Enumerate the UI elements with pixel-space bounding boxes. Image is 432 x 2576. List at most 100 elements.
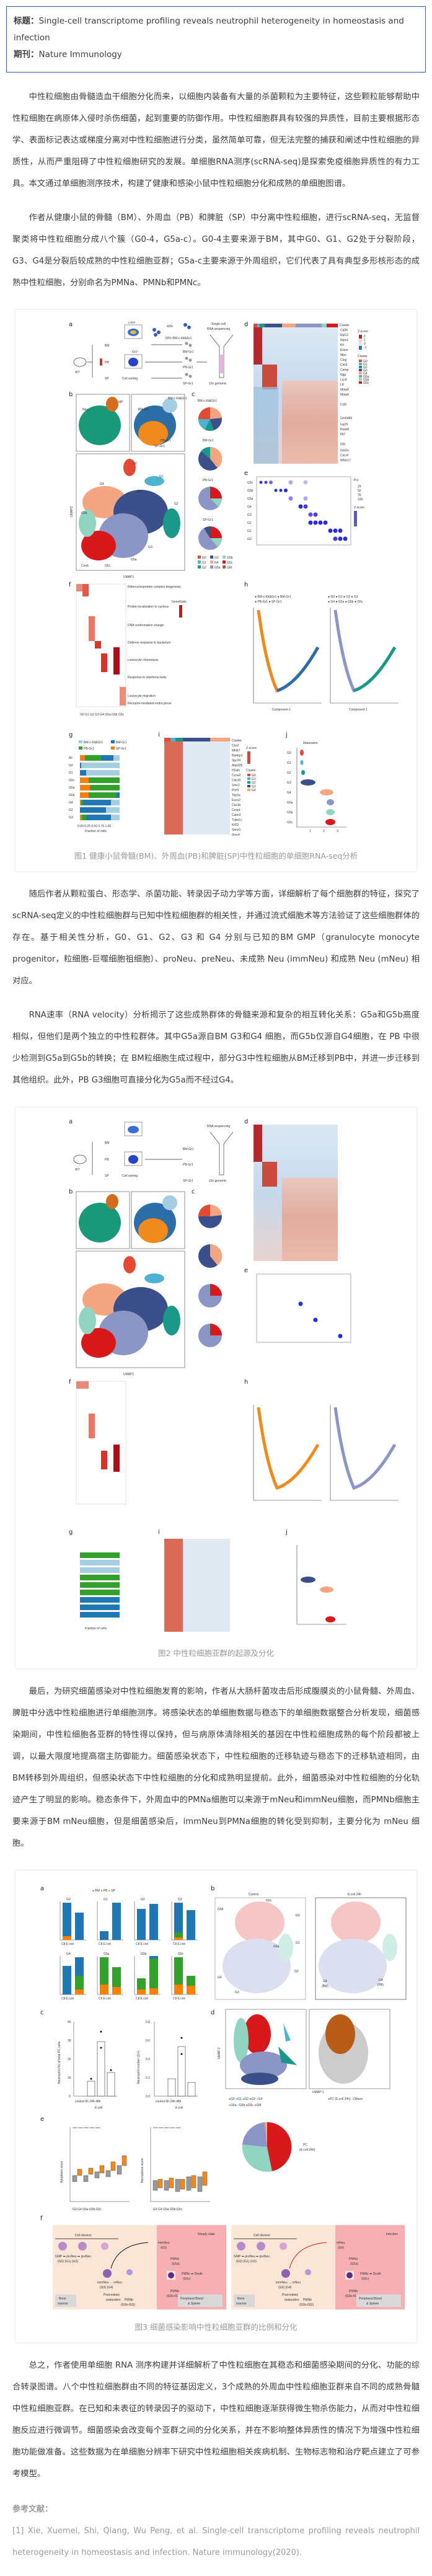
svg-text:G0: G0 (66, 1898, 71, 1901)
panel-a-letter: a (69, 1118, 73, 1125)
svg-text:Contl: Contl (81, 564, 89, 568)
svg-text:PC: PC (303, 2143, 307, 2147)
svg-text:G1: G1 (363, 363, 368, 366)
svg-text:40%: 40% (167, 325, 174, 329)
paragraph-infection: 最后，为研究细菌感染对中性粒细胞发育的影响，作者从大肠杆菌攻击后形成腹膜炎的小鼠… (12, 1687, 420, 1848)
svg-text:Apoptosis score: Apoptosis score (60, 2161, 64, 2183)
svg-text:(G4): (G4) (338, 2246, 344, 2250)
svg-text:MP: MP (118, 401, 123, 404)
svg-text:PB-Gr1: PB-Gr1 (183, 1163, 193, 1167)
svg-text:Neutrophil number (10⁶): Neutrophil number (10⁶) (137, 2050, 141, 2084)
panel-j-violin: Maturation G0 G1 G2 G3 G4 G5a G5b G5c 1 2… (287, 741, 346, 833)
svg-text:& Spleen: & Spleen (188, 2302, 201, 2306)
svg-text:Ltf: Ltf (340, 383, 344, 387)
svg-text:**** **** **** **** ****: **** **** **** **** **** (73, 2127, 100, 2131)
svg-text:G1: G1 (296, 1941, 300, 1945)
svg-text:G0: G0 (133, 462, 137, 466)
svg-text:Top2a: Top2a (232, 794, 240, 797)
panel-f-schematic-infection: Infection Cell division GMP ➡ proNeu ➡ p… (231, 2225, 405, 2309)
svg-text:Rsad2: Rsad2 (340, 428, 350, 432)
svg-text:H2afx: H2afx (232, 769, 240, 772)
svg-text:Kit: Kit (340, 343, 344, 347)
svg-text:UMAP1: UMAP1 (123, 575, 134, 579)
panel-d-heatmap (253, 1125, 338, 1261)
svg-text:Ribonucleoprotein complex biog: Ribonucleoprotein complex biogenesis (128, 585, 181, 589)
svg-text:Single-cell: Single-cell (211, 322, 226, 326)
panel-g-stacked-bars: Fraction of cells (80, 1552, 120, 1631)
svg-text:Ctl E.coli: Ctl E.coli (61, 1942, 74, 1946)
svg-text:SP-Gr1: SP-Gr1 (116, 747, 126, 751)
svg-text:Bone: Bone (59, 2297, 66, 2301)
svg-text:Ctl E.coli: Ctl E.coli (173, 1997, 185, 2001)
panel-e-letter: e (244, 470, 248, 477)
svg-text:G5c: G5c (227, 561, 233, 565)
svg-text:G2: G2 (363, 366, 368, 370)
svg-text:Fraction of cells: Fraction of cells (85, 1627, 107, 1631)
svg-text:Leukocyte migration: Leukocyte migration (128, 694, 156, 698)
svg-text:G4: G4 (379, 1978, 383, 1982)
svg-text:(G3): (G3) (161, 2246, 167, 2250)
panel-f-schematic-steady: Steady state Cell division GMP ➡ proNeu … (53, 2225, 226, 2309)
svg-text:G1: G1 (252, 777, 256, 781)
svg-text:mNeu: mNeu (337, 2241, 345, 2245)
svg-text:PMNb: PMNb (349, 2290, 358, 2293)
svg-text:2: 2 (364, 335, 366, 339)
svg-text:Cxcr4: Cxcr4 (340, 454, 348, 458)
svg-text:maturation: maturation (106, 2298, 121, 2302)
panel-f-letter: f (40, 2215, 43, 2222)
paragraph-intro: 中性粒细胞由骨髓造血干细胞分化而来，以细胞内装备有大量的杀菌颗粒为主要特征，这些… (12, 92, 420, 188)
paragraph-clusters: 作者从健康小鼠的骨髓（BM）、外周血（PB）和脾脏（SP）中分离中性粒细胞，进行… (12, 213, 420, 288)
svg-text:WT: WT (75, 1168, 80, 1172)
svg-text:Cluster: Cluster (358, 355, 368, 358)
svg-text:PMNa: PMNa (349, 2257, 358, 2261)
svg-text:G4: G4 (287, 791, 291, 795)
svg-text:Neutrophil (%) of total PC cel: Neutrophil (%) of total PC cells (58, 2041, 61, 2084)
svg-text:Ctl E.coli: Ctl E.coli (136, 1942, 148, 1946)
svg-text:G2: G2 (69, 808, 73, 812)
svg-text:(BM): (BM) (322, 1985, 328, 1988)
svg-text:G2: G2 (252, 781, 256, 785)
svg-text:Peripheral Blood: Peripheral Blood (359, 2297, 382, 2301)
panel-a-letter: a (69, 321, 73, 328)
panel-b-letter: b (69, 391, 73, 398)
panel-d-letter: d (244, 1118, 248, 1125)
svg-text:G5b: G5b (218, 1908, 224, 1911)
svg-text:Elane: Elane (340, 348, 348, 352)
svg-text:G1: G1 (202, 561, 206, 565)
figure-1-image: a WT BM PB SP c-Kit⁺ Gr1⁺ (30, 319, 402, 728)
figure-2-caption: 图2 中性粒细胞亚群的起源及分化 (158, 1649, 274, 1658)
svg-text:PMNc ➡ Death: PMNc ➡ Death (360, 2272, 381, 2276)
svg-text:100: 100 (358, 498, 363, 502)
journal-value: Nature Immunology (38, 50, 122, 60)
svg-text:G0: G0 (202, 556, 206, 560)
svg-text:Protein localization to nucleu: Protein localization to nucleus (128, 605, 169, 609)
svg-text:G0: G0 (363, 360, 368, 363)
svg-text:G5b: G5b (81, 511, 87, 515)
svg-text:(G0) (G1) (G2): (G0) (G1) (G2) (58, 2260, 78, 2264)
svg-text:Component 1: Component 1 (272, 708, 291, 712)
svg-text:**** **** **** **** ****: **** **** **** **** **** (153, 2127, 181, 2131)
svg-text:UMAP2: UMAP2 (70, 507, 74, 517)
svg-text:BM-c-Kit&Gr1: BM-c-Kit&Gr1 (198, 399, 217, 403)
references-title: 参考文献： (12, 2505, 53, 2514)
panel-b-velocity: Control G5c G5b G0 G1 G5a G4 G2 G3 E.col… (214, 1893, 407, 2000)
svg-text:Bone: Bone (237, 2297, 245, 2301)
svg-text:Cell division: Cell division (75, 2234, 92, 2237)
panel-b-umap: UMAP1 (76, 1191, 185, 1376)
paragraph-characterization: 随后作者从颗粒蛋白、形态学、杀菌功能、转录因子动力学等方面，详细解析了每个细胞群… (12, 890, 420, 986)
panel-i-heatmap (164, 1539, 230, 1632)
panel-d-umap: UMAP 1 UMAP 2 ●G0 ●G1 ●G2 ●G3 ●G4 ●G5a ●… (218, 2009, 390, 2172)
svg-text:G5b: G5b (227, 556, 233, 560)
svg-text:Anp32b: Anp32b (232, 764, 242, 768)
svg-text:G1: G1 (247, 529, 252, 533)
svg-text:control 6h 24h 48h: control 6h 24h 48h (75, 2100, 101, 2104)
svg-text:Necroptosis score: Necroptosis score (141, 2158, 144, 2183)
svg-text:E.coli: E.coli (95, 2106, 103, 2110)
svg-text:(G5c): (G5c) (183, 2277, 191, 2281)
svg-text:G4: G4 (323, 1980, 327, 1983)
svg-text:0.00 0.25 0.50 0.75 1.00: 0.00 0.25 0.50 0.75 1.00 (77, 825, 111, 828)
svg-text:BM-Gr1: BM-Gr1 (183, 350, 194, 354)
svg-text:-1: -1 (364, 346, 367, 350)
svg-text:Peripheral Blood: Peripheral Blood (180, 2297, 203, 2301)
